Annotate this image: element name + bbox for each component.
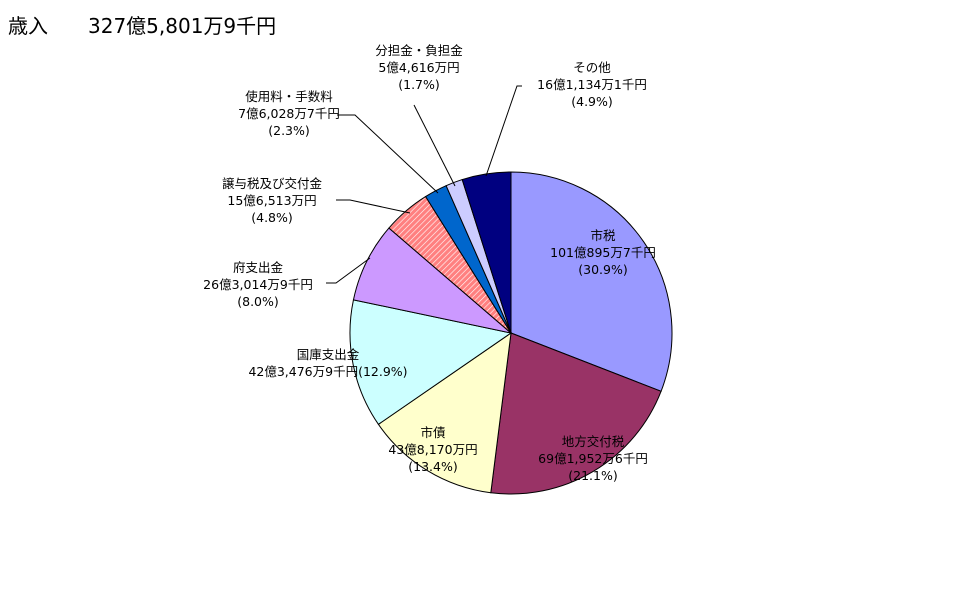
leader-line [336,199,411,214]
slice-label: 譲与税及び交付金 15億6,513万円(4.8%) [222,176,323,225]
slice-label: 国庫支出金 42億3,476万9千円(12.9%) [248,347,407,379]
chart-title: 歳入 327億5,801万9千円 [8,14,277,38]
pie-slice [349,299,513,426]
slice-label: 市債 43億8,170万円(13.4%) [388,425,477,474]
slice-label: 市税 101億895万7千円(30.9%) [550,228,656,277]
slice-label: 使用料・手数料 7億6,028万7千円(2.3%) [238,89,340,138]
leader-line [326,257,371,284]
leader-line [413,104,456,187]
slice-label: 分担金・負担金 5億4,616万円(1.7%) [375,43,463,92]
pie-slice [377,331,512,494]
slice-label: その他 16億1,134万1千円(4.9%) [537,60,647,109]
leader-line [485,85,522,177]
pie-slice [510,171,673,392]
slice-label: 府支出金 26億3,014万9千円(8.0%) [203,260,313,309]
pie-slice [490,332,662,495]
slice-label: 地方交付税 69億1,952万6千円(21.1%) [538,434,648,483]
leader-line [337,114,439,194]
